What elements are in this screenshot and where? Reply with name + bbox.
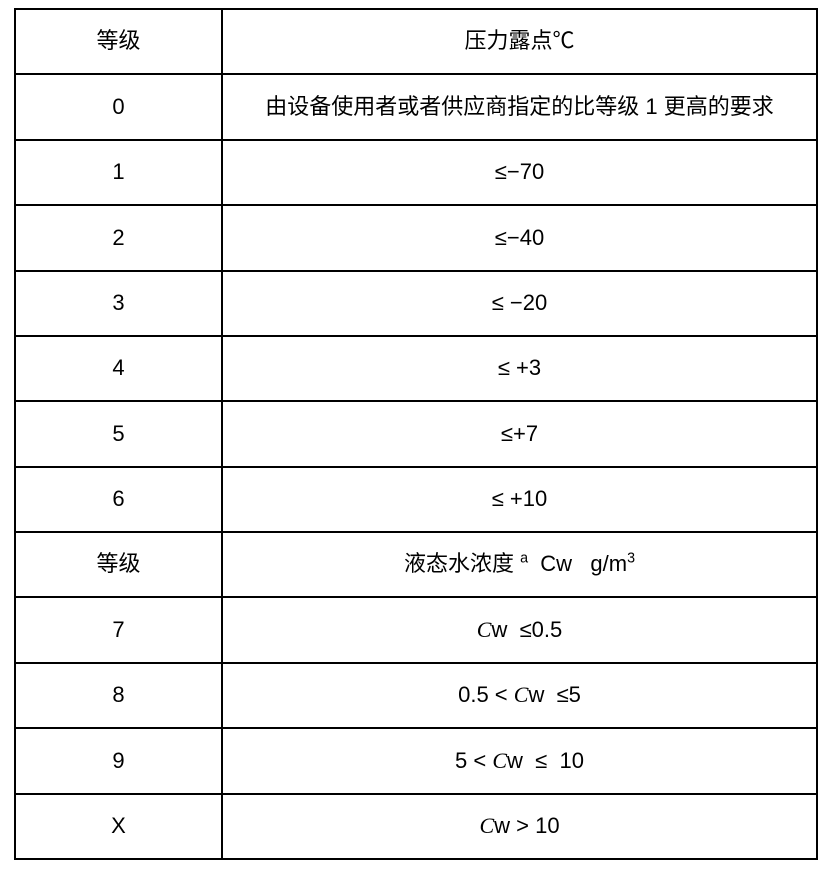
table-row: 6 ≤ +10	[15, 467, 817, 532]
cell-grade-header-2: 等级	[15, 532, 222, 597]
cell-value-7: Cw ≤0.5	[222, 597, 817, 662]
cell-grade-4: 4	[15, 336, 222, 401]
cell-value-0: 由设备使用者或者供应商指定的比等级 1 更高的要求	[222, 74, 817, 139]
table-row: X Cw > 10	[15, 794, 817, 860]
cell-grade-3: 3	[15, 271, 222, 336]
cell-grade-5: 5	[15, 401, 222, 466]
table-row: 4 ≤ +3	[15, 336, 817, 401]
dewpoint-table: 等级 压力露点℃ 0 由设备使用者或者供应商指定的比等级 1 更高的要求 1 ≤…	[14, 8, 818, 860]
cell-grade-header-1: 等级	[15, 9, 222, 74]
table-row: 3 ≤ −20	[15, 271, 817, 336]
cell-grade-0: 0	[15, 74, 222, 139]
table-row: 9 5 < Cw ≤ 10	[15, 728, 817, 793]
cell-grade-9: 9	[15, 728, 222, 793]
table-row: 5 ≤+7	[15, 401, 817, 466]
table-row: 8 0.5 < Cw ≤5	[15, 663, 817, 728]
cell-value-2: ≤−40	[222, 205, 817, 270]
cell-dewpoint-header: 压力露点℃	[222, 9, 817, 74]
cell-grade-8: 8	[15, 663, 222, 728]
cell-value-8: 0.5 < Cw ≤5	[222, 663, 817, 728]
cell-grade-6: 6	[15, 467, 222, 532]
table-row: 0 由设备使用者或者供应商指定的比等级 1 更高的要求	[15, 74, 817, 139]
cell-value-4: ≤ +3	[222, 336, 817, 401]
cell-grade-2: 2	[15, 205, 222, 270]
cell-value-1: ≤−70	[222, 140, 817, 205]
cell-grade-x: X	[15, 794, 222, 860]
table-row: 7 Cw ≤0.5	[15, 597, 817, 662]
cell-value-6: ≤ +10	[222, 467, 817, 532]
cell-grade-1: 1	[15, 140, 222, 205]
cell-value-9: 5 < Cw ≤ 10	[222, 728, 817, 793]
cell-grade-7: 7	[15, 597, 222, 662]
table-row: 等级 液态水浓度 a Cw g/m3	[15, 532, 817, 597]
cell-value-x: Cw > 10	[222, 794, 817, 860]
table-row: 2 ≤−40	[15, 205, 817, 270]
cell-value-5: ≤+7	[222, 401, 817, 466]
cell-value-3: ≤ −20	[222, 271, 817, 336]
table-row: 等级 压力露点℃	[15, 9, 817, 74]
cell-liquid-header: 液态水浓度 a Cw g/m3	[222, 532, 817, 597]
table-row: 1 ≤−70	[15, 140, 817, 205]
